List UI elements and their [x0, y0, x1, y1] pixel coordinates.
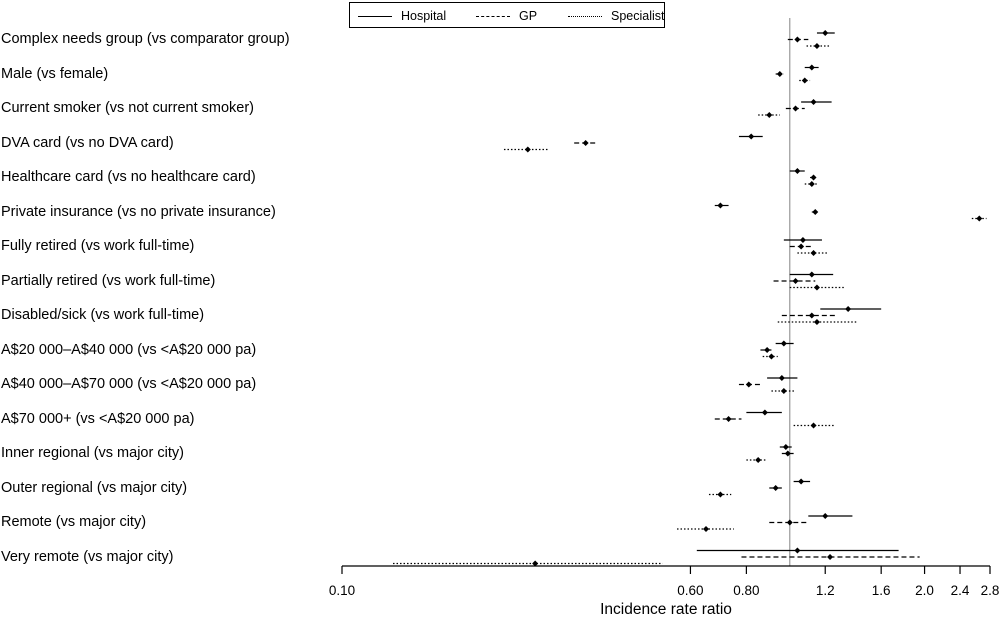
legend-hospital: Hospital	[358, 9, 446, 23]
row-label: Disabled/sick (vs work full-time)	[1, 307, 205, 323]
gp-point	[725, 416, 732, 422]
legend-specialist-label: Specialist	[611, 9, 665, 23]
row-label: A$20 000–A$40 000 (vs <A$20 000 pa)	[1, 341, 257, 358]
row-label: Inner regional (vs major city)	[1, 445, 184, 461]
gp-point	[784, 450, 791, 457]
specialist-point	[703, 526, 710, 532]
row-label: Male (vs female)	[1, 65, 109, 82]
hospital-point	[808, 271, 815, 278]
hospital-point	[794, 168, 801, 174]
specialist-point	[766, 112, 773, 118]
specialist-point	[717, 491, 724, 498]
hospital-point	[782, 444, 789, 450]
gp-point	[798, 243, 805, 250]
specialist-point	[768, 353, 775, 360]
x-tick-label: 1.6	[872, 583, 891, 598]
hospital-point	[808, 64, 815, 71]
hospital-point	[778, 375, 785, 381]
row-label: Remote (vs major city)	[1, 514, 147, 530]
x-tick-label: 0.60	[677, 583, 703, 598]
x-tick-label: 1.2	[816, 583, 835, 598]
x-tick-label: 2.8	[981, 583, 1000, 598]
row-label: Complex needs group (vs comparator group…	[1, 31, 290, 47]
hospital-point	[761, 409, 768, 416]
dotted-line-icon	[568, 15, 602, 17]
row-label: Very remote (vs major city)	[1, 548, 174, 565]
specialist-point	[813, 43, 820, 49]
dashed-line-icon	[476, 15, 510, 17]
legend-hospital-label: Hospital	[401, 9, 447, 23]
row-label: Outer regional (vs major city)	[1, 479, 188, 496]
x-tick-label: 2.0	[915, 583, 934, 598]
row-label: Fully retired (vs work full-time)	[1, 238, 195, 254]
specialist-point	[813, 319, 820, 325]
solid-line-icon	[358, 15, 392, 17]
hospital-point	[822, 513, 829, 519]
gp-point	[745, 381, 752, 388]
specialist-point	[813, 284, 820, 291]
gp-point	[812, 209, 819, 215]
hospital-point	[798, 478, 805, 485]
hospital-point	[748, 133, 755, 140]
specialist-point	[976, 215, 983, 222]
gp-point	[786, 519, 793, 526]
x-tick-label: 2.4	[951, 583, 970, 598]
row-label: Healthcare card (vs no healthcare card)	[1, 169, 256, 185]
hospital-point	[799, 237, 806, 243]
gp-point	[764, 347, 771, 353]
gp-point	[772, 485, 779, 491]
hospital-point	[794, 547, 801, 554]
legend-gp-label: GP	[519, 9, 538, 23]
gp-point	[827, 554, 834, 560]
gp-point	[794, 36, 801, 43]
hospital-point	[717, 202, 724, 209]
legend-specialist: Specialist	[568, 9, 665, 23]
legend-gp: GP	[476, 9, 537, 23]
hospital-point	[822, 30, 829, 36]
specialist-point	[810, 422, 817, 429]
row-label: A$40 000–A$70 000 (vs <A$20 000 pa)	[1, 376, 257, 392]
hospital-point	[810, 99, 817, 105]
legend: Hospital GP Specialist	[349, 2, 665, 28]
specialist-point	[755, 457, 762, 463]
gp-point	[792, 278, 799, 284]
hospital-point	[780, 340, 787, 347]
specialist-point	[801, 77, 808, 84]
gp-point	[810, 174, 817, 181]
gp-point	[582, 140, 589, 146]
hospital-point	[845, 306, 852, 312]
specialist-point	[524, 146, 531, 153]
specialist-point	[810, 250, 817, 256]
row-label: Private insurance (vs no private insuran…	[1, 203, 276, 220]
specialist-point	[532, 560, 539, 567]
x-tick-label: 0.10	[329, 583, 355, 598]
row-label: A$70 000+ (vs <A$20 000 pa)	[1, 410, 195, 427]
gp-point	[808, 312, 815, 319]
row-label: DVA card (vs no DVA card)	[1, 134, 174, 151]
x-axis-label: Incidence rate ratio	[600, 601, 732, 618]
gp-point	[792, 105, 799, 112]
specialist-point	[808, 181, 815, 187]
specialist-point	[780, 388, 787, 394]
row-label: Current smoker (vs not current smoker)	[1, 100, 255, 116]
row-label: Partially retired (vs work full-time)	[1, 272, 216, 289]
gp-point	[776, 71, 783, 77]
x-tick-label: 0.80	[733, 583, 759, 598]
